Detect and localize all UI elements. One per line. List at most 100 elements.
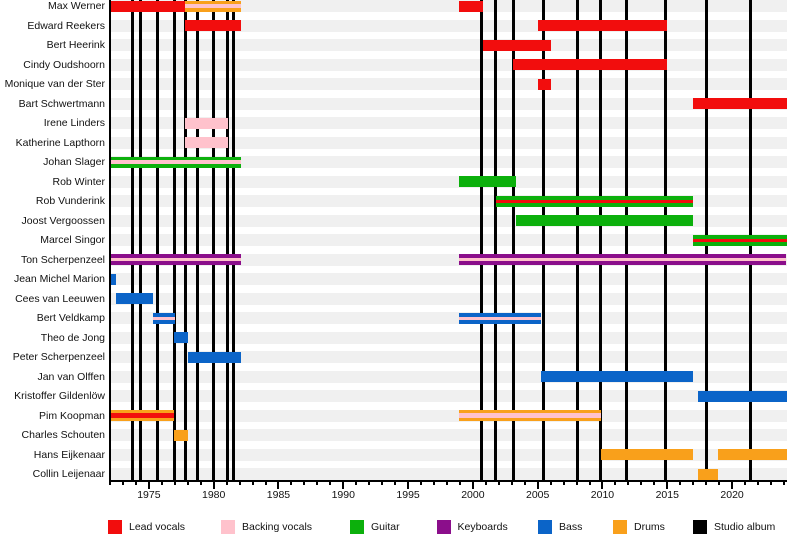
member-label: Cees van Leeuwen — [15, 292, 105, 305]
minor-tick — [199, 480, 202, 485]
row-track — [110, 312, 787, 324]
bar-stripe — [496, 199, 693, 203]
member-label: Max Werner — [48, 0, 105, 12]
tick-label: 1975 — [137, 488, 161, 501]
minor-tick — [225, 480, 228, 485]
timeline-bar — [458, 176, 516, 187]
row-track — [110, 156, 787, 168]
minor-tick — [614, 480, 617, 485]
minor-tick — [679, 480, 682, 485]
studio-album-line — [184, 0, 188, 480]
timeline-bar — [537, 20, 668, 31]
major-tick — [536, 480, 539, 489]
studio-album-line — [480, 0, 484, 480]
bar-stripe — [110, 257, 241, 262]
timeline-bar — [185, 20, 241, 31]
row-track — [110, 429, 787, 441]
timeline-bar — [515, 215, 693, 226]
tick-label: 2015 — [655, 488, 679, 501]
studio-album-line — [493, 0, 497, 480]
minor-tick — [121, 480, 124, 485]
studio-album-line — [624, 0, 628, 480]
minor-tick — [640, 480, 643, 485]
tick-label: 2010 — [590, 488, 615, 501]
legend-label: Guitar — [371, 521, 400, 533]
timeline-bar — [110, 410, 175, 421]
tick-label: 2005 — [525, 488, 550, 501]
timeline-bar — [173, 332, 189, 343]
timeline-bar — [152, 312, 175, 324]
minor-tick — [381, 480, 384, 485]
member-label: Monique van der Ster — [4, 78, 105, 90]
minor-tick — [186, 480, 189, 485]
major-tick — [731, 480, 734, 489]
minor-tick — [290, 480, 293, 485]
legend-swatch — [436, 519, 451, 534]
major-tick — [342, 480, 345, 489]
member-label: Peter Scherpenzeel — [12, 351, 105, 363]
row-track — [110, 292, 787, 305]
major-tick — [471, 480, 474, 489]
studio-album-line — [542, 0, 546, 480]
minor-tick — [355, 480, 358, 485]
timeline-bar — [173, 429, 188, 441]
timeline-bar — [513, 59, 668, 70]
minor-tick — [433, 480, 435, 485]
minor-tick — [549, 480, 552, 485]
member-label: Kristoffer Gildenlöw — [14, 390, 105, 402]
row-track — [110, 234, 787, 246]
major-tick — [277, 480, 280, 489]
row-track — [110, 97, 787, 110]
legend-label: Keyboards — [457, 521, 508, 533]
studio-album-line — [139, 0, 143, 480]
studio-album-line — [232, 0, 235, 480]
legend-label: Bass — [559, 521, 583, 533]
minor-tick — [109, 480, 111, 485]
minor-tick — [238, 480, 241, 485]
timeline-bar — [116, 293, 153, 304]
legend-label: Studio album — [714, 521, 776, 533]
timeline-bar — [185, 0, 241, 12]
legend-swatch — [108, 519, 122, 534]
timeline-bar — [537, 78, 551, 90]
tick-label: 1985 — [266, 488, 291, 501]
minor-tick — [757, 480, 759, 485]
minor-tick — [718, 480, 721, 485]
minor-tick — [173, 480, 176, 485]
timeline-bar — [692, 234, 787, 246]
bar-stripe — [110, 413, 175, 418]
minor-tick — [251, 480, 254, 485]
member-label: Rob Winter — [52, 175, 105, 188]
bar-stripe — [110, 160, 241, 164]
timeline-bar — [110, 254, 241, 265]
studio-album-line — [576, 0, 580, 480]
member-label: Jean Michel Marion — [13, 273, 105, 285]
member-label: Charles Schouten — [21, 429, 105, 441]
member-label: Joost Vergoossen — [21, 214, 105, 227]
minor-tick — [134, 480, 137, 485]
member-label: Ton Scherpenzeel — [20, 253, 105, 266]
bar-stripe — [185, 4, 241, 8]
timeline-bar — [698, 468, 719, 480]
member-label: Bert Veldkamp — [36, 312, 105, 324]
studio-album-line — [196, 0, 200, 480]
member-label: Cindy Oudshoorn — [23, 58, 105, 71]
minor-tick — [523, 480, 526, 485]
member-label: Marcel Singor — [40, 234, 105, 246]
minor-tick — [744, 480, 747, 485]
major-tick — [147, 480, 150, 489]
legend-swatch — [221, 519, 235, 534]
studio-album-line — [664, 0, 668, 480]
row-track — [110, 0, 787, 12]
member-label: Jan van Olffen — [37, 370, 105, 383]
timeline-bar — [110, 0, 186, 12]
bar-stripe — [458, 316, 541, 320]
bar-stripe — [152, 316, 175, 320]
studio-album-line — [226, 0, 230, 480]
studio-album-line — [130, 0, 134, 480]
member-label: Edward Reekers — [27, 19, 105, 32]
minor-tick — [420, 480, 423, 485]
minor-tick — [264, 480, 267, 485]
tick-label: 1990 — [331, 488, 355, 501]
row-track — [110, 136, 787, 149]
